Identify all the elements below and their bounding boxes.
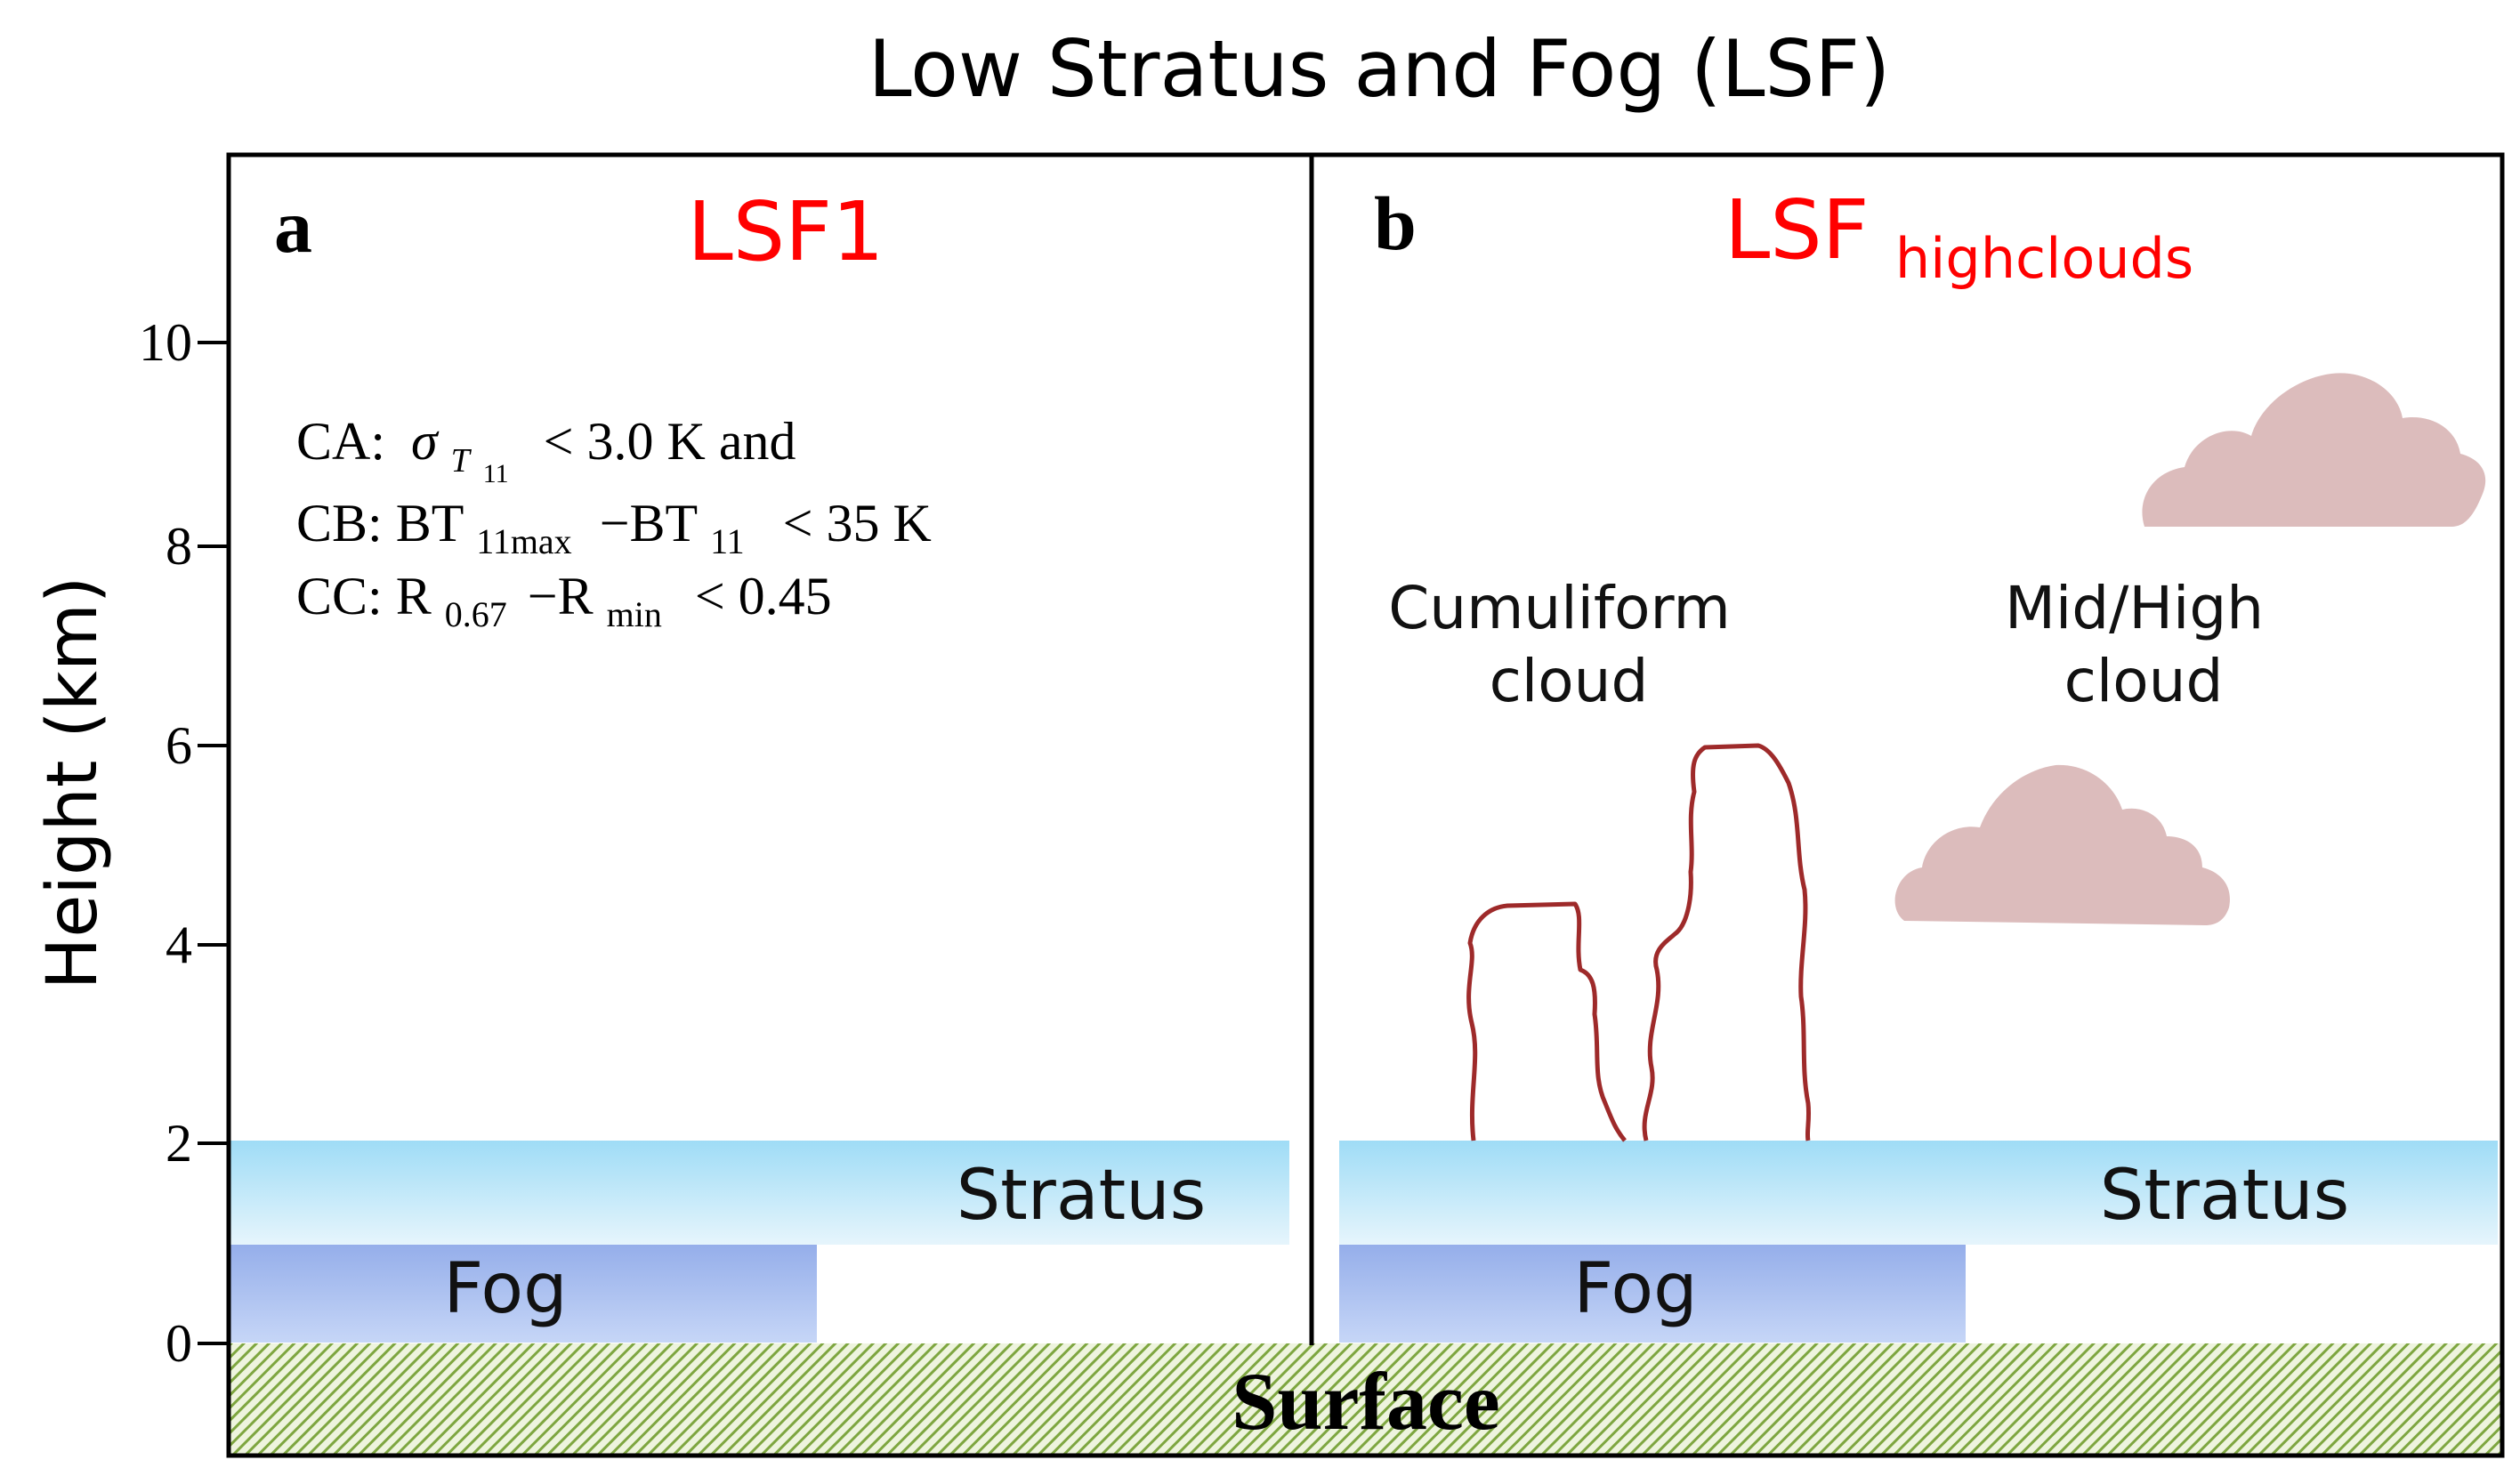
tick-label-4: 4 xyxy=(166,915,192,974)
criterion-cb-prefix: CB: BT xyxy=(296,494,464,552)
panel-b-title: LSF highclouds xyxy=(1724,182,2193,291)
criterion-ca-sub: T xyxy=(451,442,472,480)
cumuliform-label-line2: cloud xyxy=(1490,647,1649,715)
tick-label-0: 0 xyxy=(166,1314,192,1373)
criterion-cb-sub1: 11max xyxy=(476,521,571,561)
criterion-cc-mid: −R xyxy=(528,567,594,625)
y-axis-ticks xyxy=(198,341,229,1345)
criterion-cc-prefix: CC: R xyxy=(296,567,432,625)
tick-label-10: 10 xyxy=(139,313,192,372)
stratus-label-a: Stratus xyxy=(957,1156,1207,1236)
cumuliform-tower-right xyxy=(1642,743,1812,1141)
surface-label: Surface xyxy=(1232,1356,1499,1447)
panel-a-title: LSF1 xyxy=(687,184,884,279)
cumuliform-tower-left xyxy=(1466,901,1627,1142)
criterion-cb-mid: −BT xyxy=(600,494,698,552)
fog-label-a: Fog xyxy=(443,1249,567,1329)
diagram-frame xyxy=(226,152,2505,1458)
tick-label-2: 2 xyxy=(166,1114,192,1173)
criterion-cc: CC: R 0.67 −R min < 0.45 xyxy=(296,567,832,638)
criterion-cc-rest: < 0.45 xyxy=(695,567,832,625)
criterion-ca-rest: < 3.0 K and xyxy=(544,412,796,471)
midhigh-label-line1: Mid/High xyxy=(2005,574,2264,642)
figure-title: Low Stratus and Fog (LSF) xyxy=(868,23,1891,115)
criterion-ca-prefix: CA: xyxy=(296,412,385,471)
tick-label-6: 6 xyxy=(166,716,192,775)
criterion-cb-rest: < 35 K xyxy=(783,494,932,552)
criterion-ca: CA: σ T 11 < 3.0 K and xyxy=(296,412,796,494)
surface-band xyxy=(230,1343,2500,1454)
criterion-ca-sigma: σ xyxy=(411,412,440,471)
midhigh-label: Mid/High cloud xyxy=(2005,574,2282,715)
cumuliform-label-line1: Cumuliform xyxy=(1388,574,1731,642)
criterion-cb: CB: BT 11max −BT 11 < 35 K xyxy=(296,494,932,565)
midhigh-label-line2: cloud xyxy=(2064,647,2224,715)
mid-cloud-icon xyxy=(1894,764,2230,925)
panel-b-letter: b xyxy=(1374,181,1417,266)
high-cloud-icon xyxy=(2142,373,2486,527)
stratus-label-b: Stratus xyxy=(2100,1156,2350,1236)
stratus-layer-a xyxy=(230,1141,1289,1245)
fog-layer-a xyxy=(230,1245,817,1343)
panel-a-letter: a xyxy=(274,183,312,269)
panel-b-title-sub: highclouds xyxy=(1895,226,2193,291)
criterion-ca-subsub: 11 xyxy=(483,459,509,488)
tick-label-8: 8 xyxy=(166,517,192,576)
fog-layer-b xyxy=(1339,1245,1966,1343)
fog-label-b: Fog xyxy=(1573,1249,1697,1329)
criterion-cc-sub2: min xyxy=(607,594,662,634)
stratus-layer-b xyxy=(1339,1141,2498,1245)
cumuliform-label: Cumuliform cloud xyxy=(1388,574,1749,715)
panel-b-title-main: LSF xyxy=(1724,182,1870,278)
y-axis-label: Height (km) xyxy=(33,577,113,990)
criterion-cb-sub2: 11 xyxy=(710,521,745,561)
criterion-cc-sub1: 0.67 xyxy=(445,594,507,634)
